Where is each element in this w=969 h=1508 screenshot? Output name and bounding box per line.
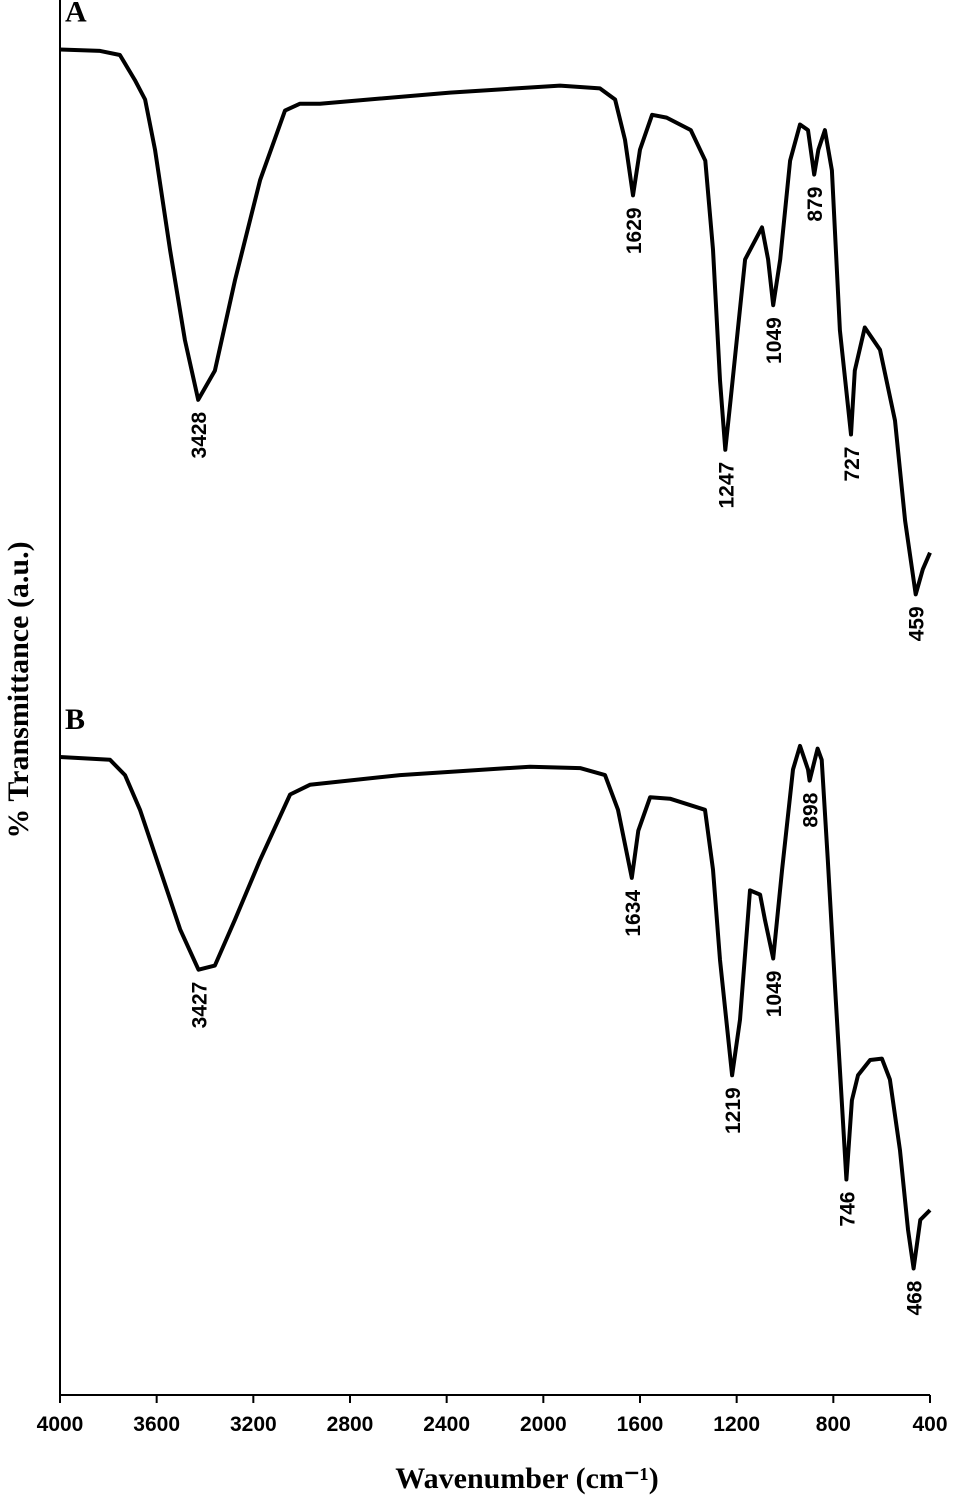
x-tick-label: 2800 xyxy=(327,1413,374,1436)
peak-label: 1049 xyxy=(763,317,786,364)
peak-label: 1049 xyxy=(763,971,786,1018)
y-axis-label: % Transmittance (a.u.) xyxy=(2,541,35,838)
spectrum-line xyxy=(59,47,932,597)
x-tick-label: 3600 xyxy=(133,1413,180,1436)
x-tick-label: 4000 xyxy=(37,1413,84,1436)
x-tick-label: 2000 xyxy=(520,1413,567,1436)
peak-label: 879 xyxy=(804,187,827,222)
x-axis-label: Wavenumber (cm⁻¹) xyxy=(395,1462,658,1495)
x-tick-label: 3200 xyxy=(230,1413,277,1436)
peak-label: 1629 xyxy=(623,207,646,254)
peak-label: 1219 xyxy=(722,1087,745,1134)
peak-label: 727 xyxy=(841,447,864,482)
x-tick-label: 800 xyxy=(816,1413,851,1436)
peak-label: 468 xyxy=(904,1280,927,1315)
x-tick-label: 1600 xyxy=(617,1413,664,1436)
panel-label: B xyxy=(65,703,85,736)
x-tick-label: 400 xyxy=(912,1413,947,1436)
peak-label: 746 xyxy=(836,1192,859,1227)
x-tick-label: 1200 xyxy=(713,1413,760,1436)
peak-label: 1247 xyxy=(715,462,738,509)
panel-label: A xyxy=(65,0,87,28)
peak-label: 459 xyxy=(906,606,929,641)
peak-label: 1634 xyxy=(622,890,645,937)
peak-label: 3427 xyxy=(188,982,211,1029)
spectrum-line xyxy=(59,743,932,1271)
x-tick-label: 2400 xyxy=(423,1413,470,1436)
peak-label: 898 xyxy=(800,792,823,827)
peak-label: 3428 xyxy=(188,411,211,458)
